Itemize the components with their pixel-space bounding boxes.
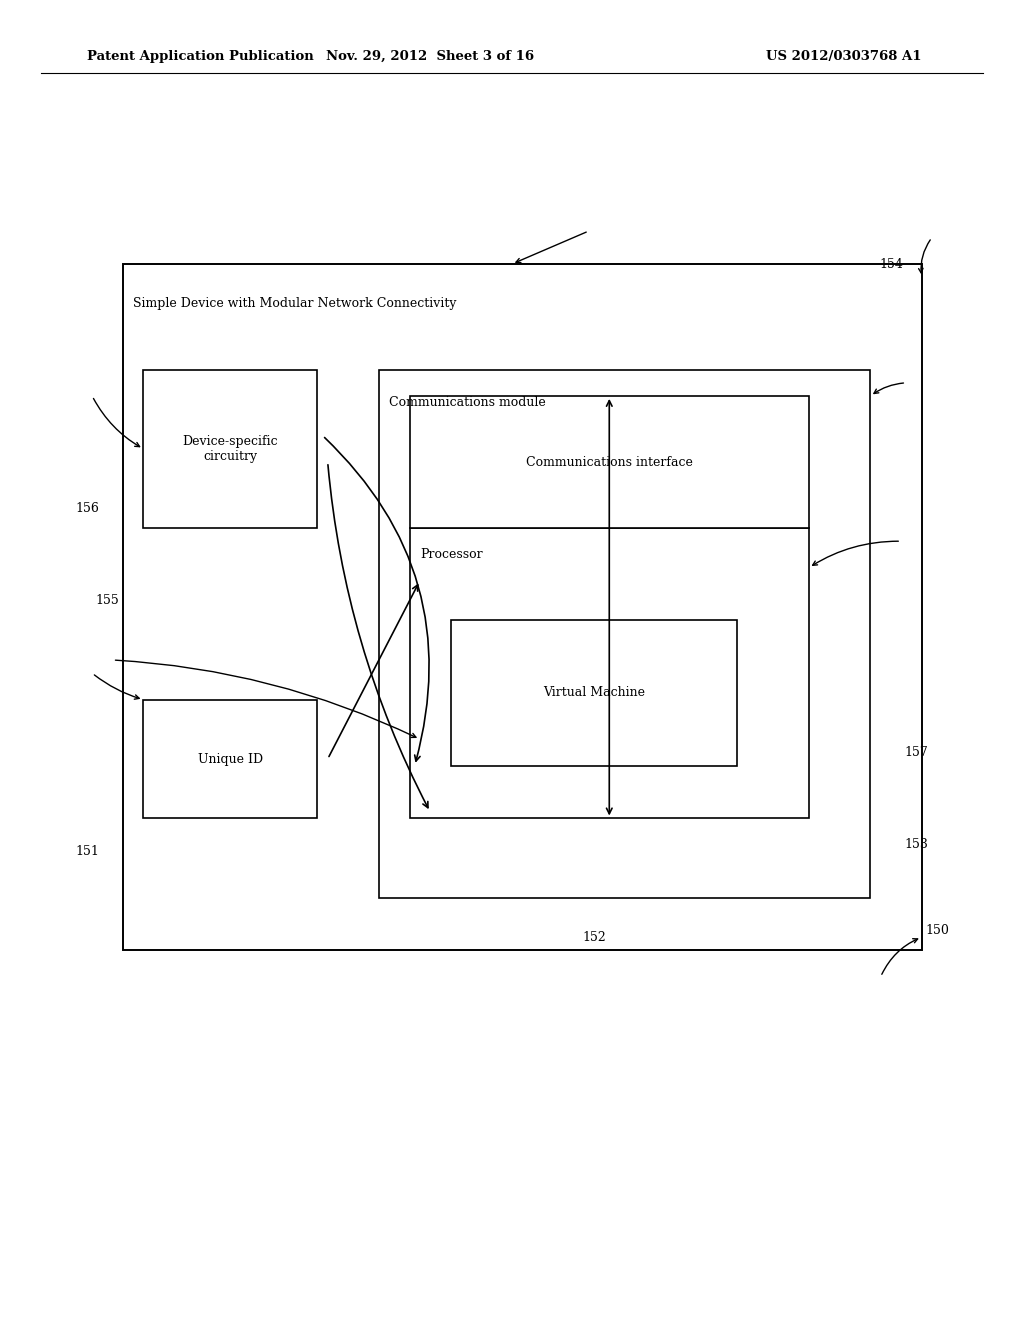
FancyBboxPatch shape <box>410 528 809 818</box>
Text: 152: 152 <box>582 931 606 944</box>
Text: Figure 3: Figure 3 <box>400 535 460 548</box>
Text: Virtual Machine: Virtual Machine <box>543 686 645 700</box>
Text: Simple Device with Modular Network Connectivity: Simple Device with Modular Network Conne… <box>133 297 457 310</box>
FancyBboxPatch shape <box>143 700 317 818</box>
Text: Device-specific
circuitry: Device-specific circuitry <box>182 434 279 463</box>
Text: 151: 151 <box>75 845 99 858</box>
Text: Patent Application Publication: Patent Application Publication <box>87 50 313 63</box>
Text: Processor: Processor <box>420 548 482 561</box>
Text: 156: 156 <box>75 502 99 515</box>
Text: Unique ID: Unique ID <box>198 752 263 766</box>
Text: 155: 155 <box>95 594 120 607</box>
Text: 150: 150 <box>925 924 949 937</box>
Text: Communications interface: Communications interface <box>526 455 692 469</box>
FancyBboxPatch shape <box>143 370 317 528</box>
FancyBboxPatch shape <box>379 370 870 898</box>
Text: 157: 157 <box>904 746 929 759</box>
Text: 153: 153 <box>904 838 929 851</box>
Text: US 2012/0303768 A1: US 2012/0303768 A1 <box>766 50 922 63</box>
Text: 154: 154 <box>879 257 903 271</box>
Text: Nov. 29, 2012  Sheet 3 of 16: Nov. 29, 2012 Sheet 3 of 16 <box>326 50 535 63</box>
FancyBboxPatch shape <box>123 264 922 950</box>
FancyBboxPatch shape <box>410 396 809 528</box>
FancyBboxPatch shape <box>451 620 737 766</box>
Text: Communications module: Communications module <box>389 396 546 409</box>
